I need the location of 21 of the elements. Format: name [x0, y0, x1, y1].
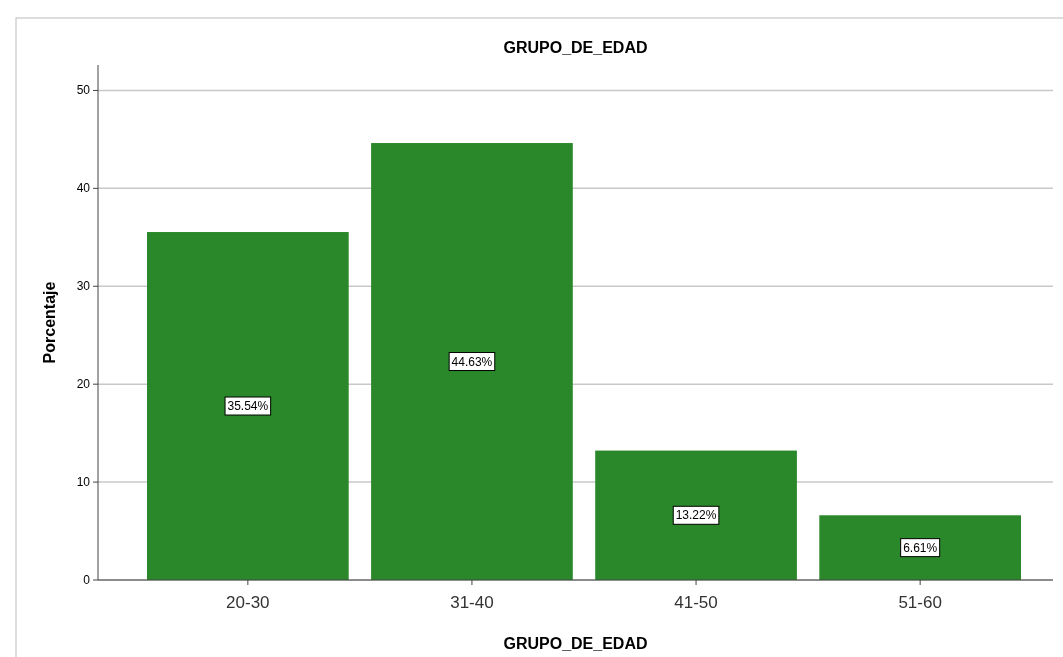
y-tick-label: 0: [83, 573, 91, 587]
x-tick-label: 51-60: [898, 593, 942, 612]
chart-title: GRUPO_DE_EDAD: [503, 39, 648, 56]
y-tick-label: 30: [76, 279, 91, 294]
y-axis-title: Porcentaje: [41, 281, 58, 364]
x-tick-label: 41-50: [674, 593, 718, 612]
data-label: 35.54%: [227, 399, 269, 414]
x-axis-title: GRUPO_DE_EDAD: [503, 635, 648, 652]
x-tick-label: 31-40: [450, 593, 494, 612]
bar: [371, 143, 573, 580]
x-tick-label: 20-30: [226, 593, 270, 612]
bar: [147, 232, 349, 580]
data-label: 13.22%: [675, 508, 717, 523]
y-tick-label: 50: [76, 83, 91, 98]
y-tick-label: 40: [76, 181, 91, 196]
data-label: 6.61%: [903, 540, 938, 555]
bar: [819, 515, 1021, 580]
y-tick-label: 10: [76, 475, 91, 490]
y-tick-label: 20: [76, 377, 91, 392]
data-label: 44.63%: [451, 354, 493, 369]
bar: [595, 450, 797, 580]
